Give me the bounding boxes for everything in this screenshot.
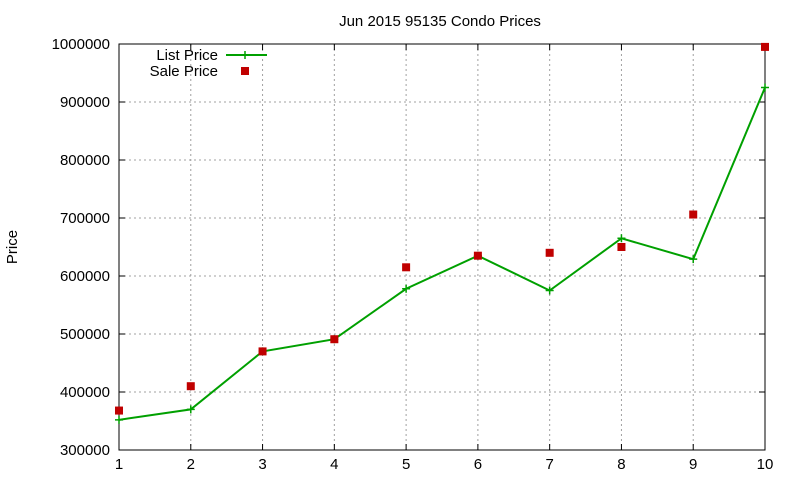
legend-swatch-point [241, 67, 249, 75]
list-price-point [761, 83, 769, 92]
y-tick-label: 700000 [60, 210, 110, 227]
y-tick-label: 900000 [60, 94, 110, 111]
list-price-point [402, 284, 411, 293]
x-tick-label: 9 [689, 456, 697, 473]
legend-label: List Price [156, 47, 218, 64]
x-tick-label: 3 [258, 456, 266, 473]
y-tick-label: 300000 [60, 442, 110, 459]
series-layer [115, 42, 769, 424]
plot-frame [118, 43, 766, 451]
y-axis-label: Price [4, 230, 21, 264]
x-tick-label: 10 [757, 456, 774, 473]
list-price-point [186, 405, 195, 414]
x-tick-label: 5 [402, 456, 410, 473]
sale-price-point [689, 210, 698, 219]
x-tick-label: 2 [187, 456, 195, 473]
chart-title: Jun 2015 95135 Condo Prices [339, 13, 541, 30]
y-tick-label: 500000 [60, 326, 110, 343]
list-price-point [545, 286, 554, 295]
y-tick-label: 1000000 [52, 36, 110, 53]
x-tick-label: 1 [115, 456, 123, 473]
sale-price-point [402, 263, 411, 272]
axes: 1 2 3 4 5 6 7 8 9 10 300000 400000 500000 600000 70000… [52, 36, 774, 473]
x-tick-label: 6 [474, 456, 482, 473]
list-price-point [617, 234, 626, 243]
list-price-line [118, 87, 766, 421]
sale-price-point [186, 382, 195, 391]
x-tick-label: 4 [330, 456, 338, 473]
legend-swatch-point [241, 51, 249, 59]
x-tick-label: 7 [545, 456, 553, 473]
y-tick-label: 800000 [60, 152, 110, 169]
sale-price-point [330, 335, 339, 344]
sale-price-point [473, 251, 482, 260]
sale-price-point [258, 347, 267, 356]
y-tick-label: 600000 [60, 268, 110, 285]
sale-price-point [115, 406, 123, 415]
list-price-point [115, 415, 123, 424]
sale-price-point [545, 248, 554, 257]
y-tick-label: 400000 [60, 384, 110, 401]
sale-price-point [761, 42, 769, 51]
legend-label: Sale Price [150, 63, 218, 80]
list-price-point [689, 255, 698, 264]
sale-price-point [617, 243, 626, 251]
x-tick-label: 8 [617, 456, 625, 473]
